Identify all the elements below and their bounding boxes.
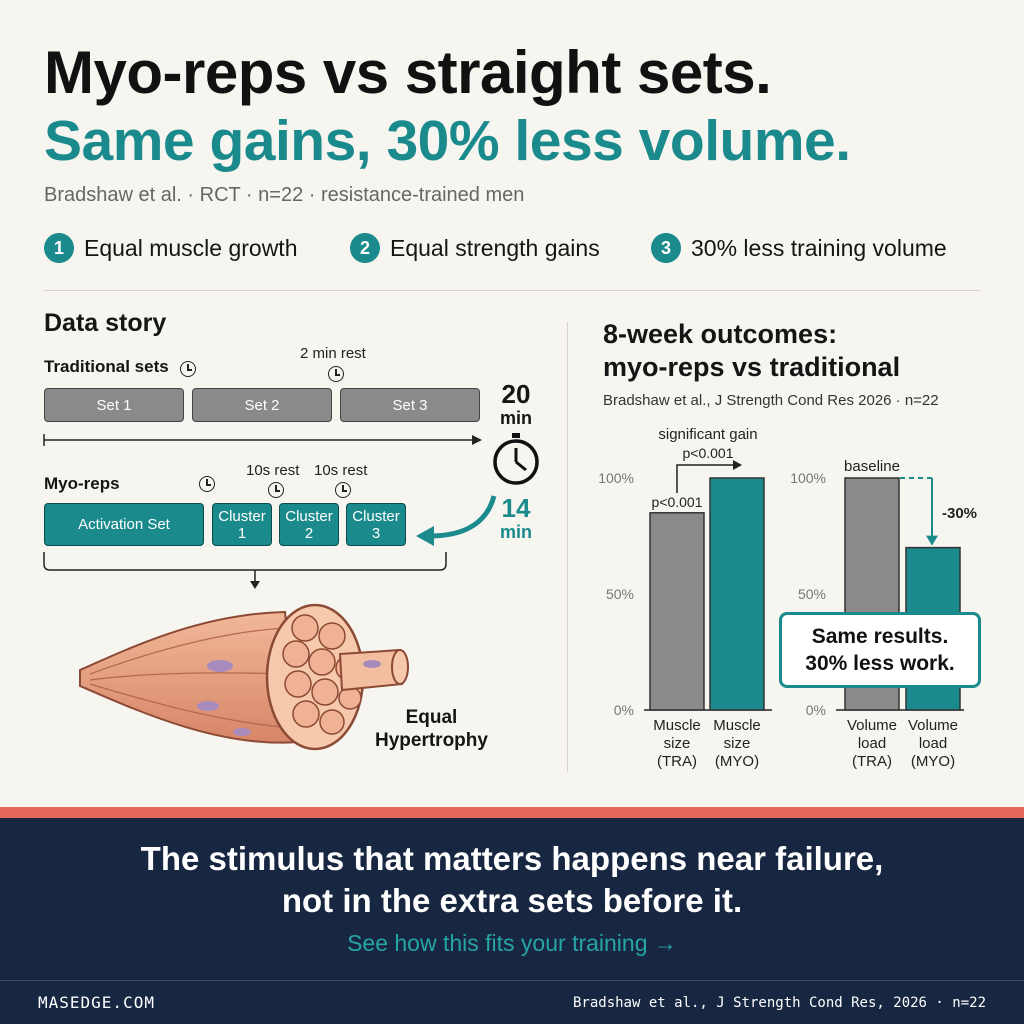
set-1-box: Set 1	[44, 388, 184, 422]
x-tick-label: (MYO)	[911, 753, 955, 770]
x-tick-label: Muscle	[713, 717, 761, 734]
significance-arrowhead	[733, 460, 742, 470]
annotation-p-top: p<0.001	[683, 445, 734, 461]
hypertrophy-label-line2: Hypertrophy	[375, 730, 488, 751]
delta-label: -30%	[942, 505, 977, 522]
traditional-time: 20 min	[488, 379, 544, 430]
key-point-3: 3 30% less training volume	[651, 230, 947, 266]
myo-time-unit: min	[499, 522, 532, 542]
key-quote-line2: not in the extra sets before it.	[281, 882, 743, 919]
hypertrophy-label: Equal Hypertrophy	[375, 706, 488, 752]
x-tick-label: (TRA)	[852, 753, 892, 770]
rest-label-2min: 2 min rest	[300, 345, 366, 362]
clock-icon	[328, 366, 344, 382]
x-tick-label: size	[664, 735, 691, 752]
key-point-number: 2	[350, 233, 380, 263]
key-point-number: 3	[651, 233, 681, 263]
bar-muscle-0	[649, 512, 705, 711]
key-point-2: 2 Equal strength gains	[350, 230, 600, 266]
baseline-label: baseline	[844, 458, 900, 475]
clock-icon	[335, 482, 351, 498]
stopwatch-icon	[493, 433, 539, 485]
y-tick-label: 100%	[598, 470, 634, 486]
x-tick-label: load	[858, 735, 886, 752]
hypertrophy-label-line1: Equal	[405, 707, 458, 728]
data-story-title: Data story	[44, 309, 167, 337]
x-tick-label: Volume	[908, 717, 958, 734]
x-tick-label: size	[724, 735, 751, 752]
key-point-text: Equal muscle growth	[84, 234, 298, 261]
cluster-number: 1	[237, 524, 247, 542]
chart-title: 8-week outcomes: myo-reps vs traditional	[603, 318, 900, 384]
y-tick-label: 0%	[806, 702, 826, 718]
chart-title-line1: 8-week outcomes:	[603, 319, 838, 349]
y-tick-label: 50%	[606, 586, 634, 602]
timeline-arrow	[43, 434, 482, 446]
cta-link[interactable]: See how this fits your training →	[347, 930, 677, 956]
activation-set-box: Activation Set	[44, 503, 204, 546]
curved-arrow-icon	[416, 495, 497, 546]
y-tick-label: 50%	[798, 586, 826, 602]
section-divider	[44, 290, 980, 291]
clock-icon	[268, 482, 284, 498]
cluster-number: 3	[371, 524, 381, 542]
key-point-1: 1 Equal muscle growth	[44, 230, 298, 266]
footer-panel	[0, 818, 1024, 1024]
result-callout-line2: 30% less work.	[805, 652, 955, 675]
key-quote: The stimulus that matters happens near f…	[0, 838, 1024, 922]
footer-citation: Bradshaw et al., J Strength Cond Res, 20…	[572, 995, 986, 1011]
brand-link[interactable]: MASEDGE.COM	[38, 993, 155, 1012]
delta-arrowhead	[926, 535, 938, 546]
annotation-significant: significant gain	[658, 426, 757, 443]
key-point-number: 1	[44, 233, 74, 263]
traditional-time-value: 20	[501, 379, 531, 409]
rest-label-10s-1: 10s rest	[246, 462, 300, 479]
key-quote-line1: The stimulus that matters happens near f…	[140, 840, 884, 877]
myo-time: 14 min	[488, 493, 544, 544]
set-2-box: Set 2	[192, 388, 332, 422]
bracket-arrow	[43, 552, 447, 589]
clock-icon	[199, 476, 215, 492]
key-point-text: Equal strength gains	[390, 234, 600, 261]
study-subtitle: Bradshaw et al. · RCT · n=22 · resistanc…	[44, 184, 525, 206]
annotation-p-bar: p<0.001	[652, 494, 703, 510]
cluster-label: Cluster	[218, 507, 266, 525]
outcomes-bar-chart: 100%50%0%Musclesize(TRA)Musclesize(MYO)1…	[598, 426, 977, 770]
result-callout: Same results. 30% less work.	[779, 612, 981, 688]
x-tick-label: Volume	[847, 717, 897, 734]
clock-icon	[180, 361, 196, 377]
result-callout-line1: Same results.	[811, 625, 949, 648]
footer-divider	[0, 980, 1024, 981]
y-tick-label: 0%	[614, 702, 634, 718]
cluster-1-box: Cluster 1	[212, 503, 272, 546]
headline-line-1: Myo-reps vs straight sets.	[44, 39, 772, 106]
myo-time-value: 14	[501, 493, 531, 523]
bar-muscle-1	[709, 477, 765, 711]
key-point-text: 30% less training volume	[691, 234, 947, 261]
significance-bracket	[676, 464, 735, 493]
cluster-number: 2	[304, 524, 314, 542]
chart-subtitle: Bradshaw et al., J Strength Cond Res 202…	[603, 392, 939, 409]
rest-label-10s-2: 10s rest	[314, 462, 368, 479]
chart-title-line2: myo-reps vs traditional	[603, 352, 901, 382]
headline-line-2: Same gains, 30% less volume.	[44, 109, 851, 173]
column-divider	[567, 322, 568, 772]
x-tick-label: (TRA)	[657, 753, 697, 770]
cluster-label: Cluster	[352, 507, 400, 525]
myo-reps-label: Myo-reps	[44, 474, 120, 493]
x-tick-label: load	[919, 735, 947, 752]
x-tick-label: Muscle	[653, 717, 701, 734]
y-tick-label: 100%	[790, 470, 826, 486]
traditional-sets-label: Traditional sets	[44, 357, 169, 376]
traditional-time-unit: min	[499, 408, 532, 428]
x-tick-label: (MYO)	[715, 753, 759, 770]
cluster-3-box: Cluster 3	[346, 503, 406, 546]
set-3-box: Set 3	[340, 388, 480, 422]
cluster-2-box: Cluster 2	[279, 503, 339, 546]
muscle-fiber-illustration	[79, 603, 409, 751]
cluster-label: Cluster	[285, 507, 333, 525]
footer-accent-bar	[0, 807, 1024, 818]
